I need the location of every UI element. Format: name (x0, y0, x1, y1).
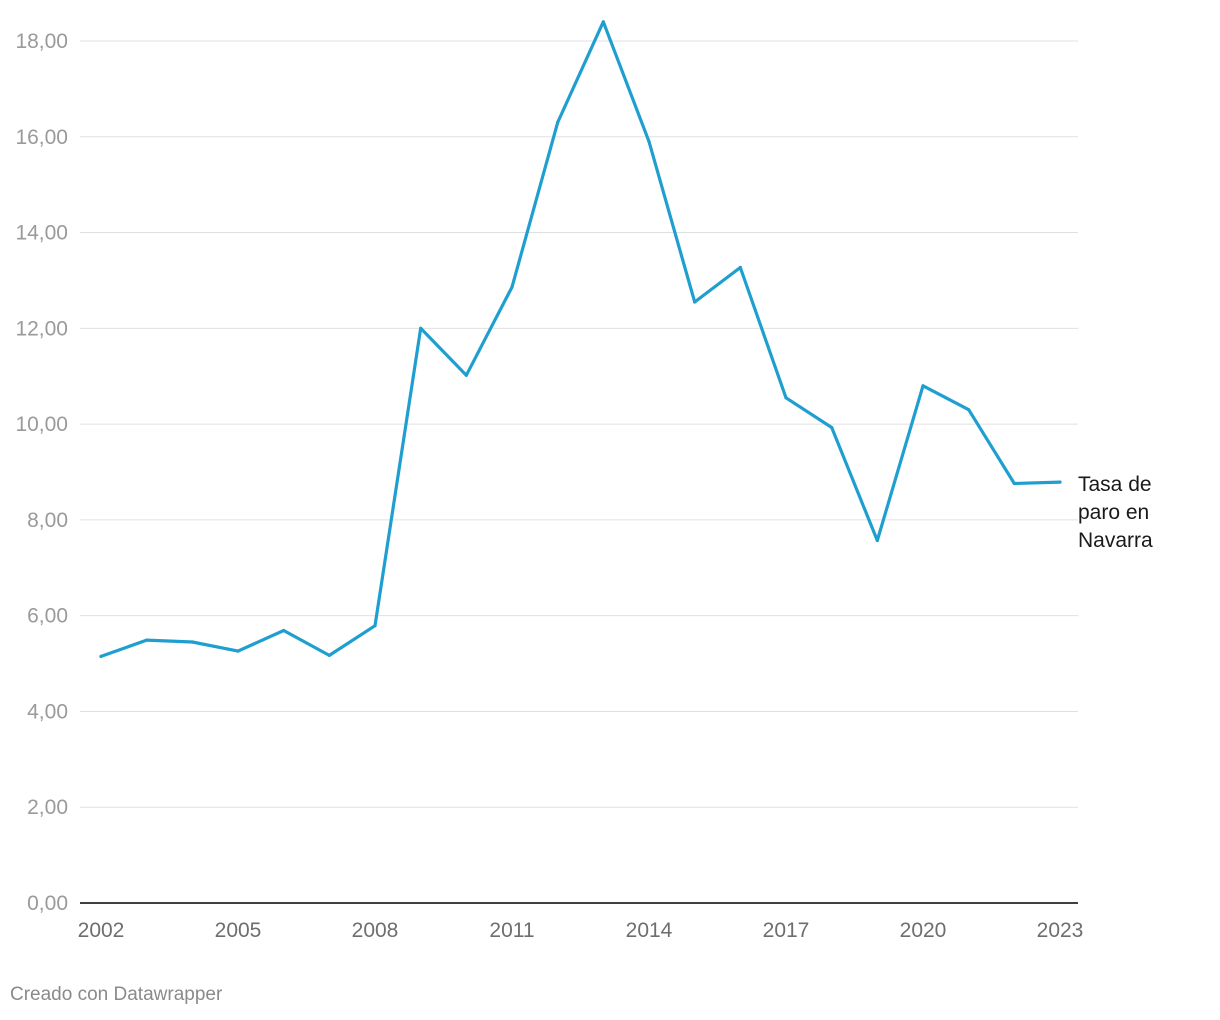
data-point (236, 649, 240, 653)
y-tick-label: 6,00 (27, 605, 68, 628)
data-point (556, 120, 560, 125)
x-tick-label: 2020 (900, 919, 947, 942)
series-lines (99, 20, 1062, 659)
data-point (1058, 480, 1062, 484)
data-point (921, 384, 925, 388)
data-point (647, 139, 651, 144)
footer-credit: Creado con Datawrapper (10, 984, 223, 1005)
data-point (190, 640, 194, 644)
x-tick-label: 2011 (489, 919, 534, 942)
data-point (419, 326, 423, 330)
series-line-0 (99, 20, 1062, 659)
data-point (693, 300, 697, 304)
data-point (327, 653, 331, 658)
data-point (967, 408, 971, 412)
data-point (282, 628, 286, 633)
data-point (99, 654, 103, 658)
line-chart: 0,00 2,00 4,00 6,00 8,00 10,00 12,00 14,00 16,00… (15, 20, 1153, 942)
data-point (738, 265, 742, 270)
data-point (601, 20, 605, 24)
data-point (784, 396, 788, 400)
y-tick-label: 8,00 (27, 509, 68, 532)
x-axis-ticks: 2002 2005 2008 2011 2014 2017 2020 2023 (78, 919, 1084, 942)
y-tick-label: 18,00 (15, 30, 68, 53)
y-tick-label: 4,00 (27, 700, 68, 723)
y-tick-label: 2,00 (27, 796, 68, 819)
series-label-line: Tasa de (1078, 473, 1152, 496)
series-label-line: paro en (1078, 501, 1149, 524)
y-tick-label: 0,00 (27, 892, 68, 915)
series-label-line: Navarra (1078, 529, 1153, 552)
y-axis-ticks: 0,00 2,00 4,00 6,00 8,00 10,00 12,00 14,00 16,00… (15, 30, 68, 915)
x-tick-label: 2002 (78, 919, 125, 942)
series-label: Tasa de paro en Navarra (1078, 473, 1153, 552)
data-point (373, 624, 377, 628)
data-point (1012, 481, 1016, 486)
series-labels: Tasa de paro en Navarra (1078, 473, 1153, 552)
y-tick-label: 14,00 (15, 222, 68, 245)
x-tick-label: 2005 (215, 919, 262, 942)
data-point (510, 285, 514, 289)
data-point (875, 538, 879, 543)
x-tick-label: 2023 (1037, 919, 1084, 942)
y-tick-label: 16,00 (15, 126, 68, 149)
data-point (464, 373, 468, 377)
data-point (145, 638, 149, 642)
x-tick-label: 2017 (763, 919, 810, 942)
gridlines (80, 40, 1078, 808)
y-tick-label: 12,00 (15, 317, 68, 340)
data-point (830, 425, 834, 430)
x-tick-label: 2014 (626, 919, 673, 942)
x-tick-label: 2008 (352, 919, 399, 942)
y-tick-label: 10,00 (15, 413, 68, 436)
